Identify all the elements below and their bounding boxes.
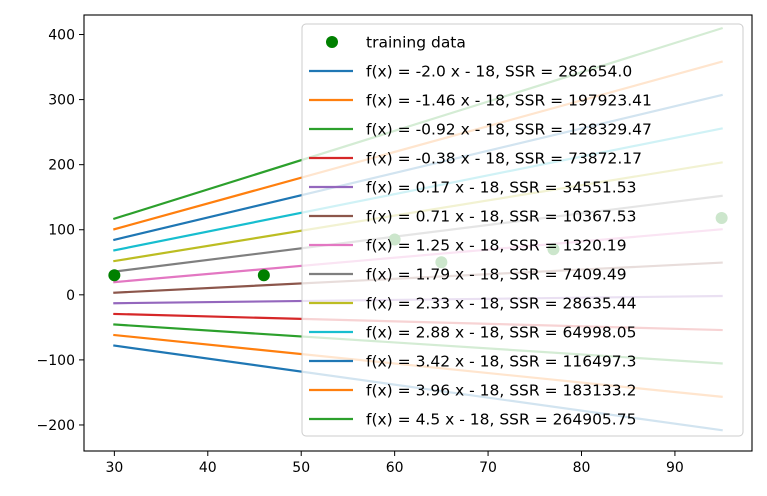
y-tick-label: 300: [48, 93, 75, 109]
legend-box: [301, 23, 744, 437]
x-tick-label: 50: [292, 460, 310, 476]
legend-entry: training data: [326, 34, 466, 52]
legend: training data f(x) = -2.0 x - 18, SSR = 2…: [301, 23, 744, 437]
legend-entry: f(x) = 3.96 x - 18, SSR = 183133.2: [309, 382, 636, 400]
y-axis: −200 −100 0 100 200 300 400: [37, 28, 84, 434]
legend-entry: f(x) = 0.71 x - 18, SSR = 10367.53: [309, 208, 636, 226]
legend-label: f(x) = 0.71 x - 18, SSR = 10367.53: [366, 208, 636, 226]
legend-entry: f(x) = 2.33 x - 18, SSR = 28635.44: [309, 295, 636, 313]
legend-entry: f(x) = 0.17 x - 18, SSR = 34551.53: [309, 179, 636, 197]
legend-label: f(x) = 1.79 x - 18, SSR = 7409.49: [366, 266, 627, 284]
y-tick-label: 200: [48, 158, 75, 174]
legend-entry: f(x) = -0.92 x - 18, SSR = 128329.47: [309, 121, 652, 139]
y-tick-label: 100: [48, 223, 75, 239]
legend-label: f(x) = -0.92 x - 18, SSR = 128329.47: [366, 121, 652, 139]
legend-label: f(x) = 2.88 x - 18, SSR = 64998.05: [366, 324, 636, 342]
legend-entry: f(x) = 2.88 x - 18, SSR = 64998.05: [309, 324, 636, 342]
legend-label: f(x) = -1.46 x - 18, SSR = 197923.41: [366, 92, 652, 110]
y-tick-label: 0: [66, 288, 75, 304]
legend-label: f(x) = 2.33 x - 18, SSR = 28635.44: [366, 295, 636, 313]
x-tick-label: 90: [666, 460, 684, 476]
y-tick-label: −100: [37, 353, 75, 369]
legend-entry: f(x) = 1.25 x - 18, SSR = 1320.19: [309, 237, 627, 255]
training-point: [257, 269, 270, 282]
legend-label: f(x) = -0.38 x - 18, SSR = 73872.17: [366, 150, 642, 168]
legend-entry: f(x) = -0.38 x - 18, SSR = 73872.17: [309, 150, 642, 168]
legend-label: f(x) = -2.0 x - 18, SSR = 282654.0: [366, 63, 632, 81]
legend-label: f(x) = 4.5 x - 18, SSR = 264905.75: [366, 411, 636, 429]
axes-frame: [83, 14, 753, 452]
x-tick-label: 40: [199, 460, 217, 476]
x-tick-label: 30: [105, 460, 123, 476]
legend-entry: f(x) = -1.46 x - 18, SSR = 197923.41: [309, 92, 652, 110]
legend-entry: f(x) = -2.0 x - 18, SSR = 282654.0: [309, 63, 632, 81]
training-point: [108, 269, 121, 282]
x-axis: 30 40 50 60 70 80 90: [105, 451, 684, 476]
legend-label: f(x) = 1.25 x - 18, SSR = 1320.19: [366, 237, 627, 255]
legend-entry: f(x) = 3.42 x - 18, SSR = 116497.3: [309, 353, 636, 371]
legend-entry: f(x) = 1.79 x - 18, SSR = 7409.49: [309, 266, 627, 284]
x-tick-label: 60: [386, 460, 404, 476]
legend-label: training data: [366, 34, 466, 52]
legend-marker: [326, 36, 338, 48]
legend-label: f(x) = 3.42 x - 18, SSR = 116497.3: [366, 353, 636, 371]
legend-label: f(x) = 0.17 x - 18, SSR = 34551.53: [366, 179, 636, 197]
y-tick-label: 400: [48, 28, 75, 44]
x-tick-label: 80: [573, 460, 591, 476]
y-tick-label: −200: [37, 418, 75, 434]
legend-label: f(x) = 3.96 x - 18, SSR = 183133.2: [366, 382, 636, 400]
x-tick-label: 70: [479, 460, 497, 476]
legend-entry: f(x) = 4.5 x - 18, SSR = 264905.75: [309, 411, 636, 429]
